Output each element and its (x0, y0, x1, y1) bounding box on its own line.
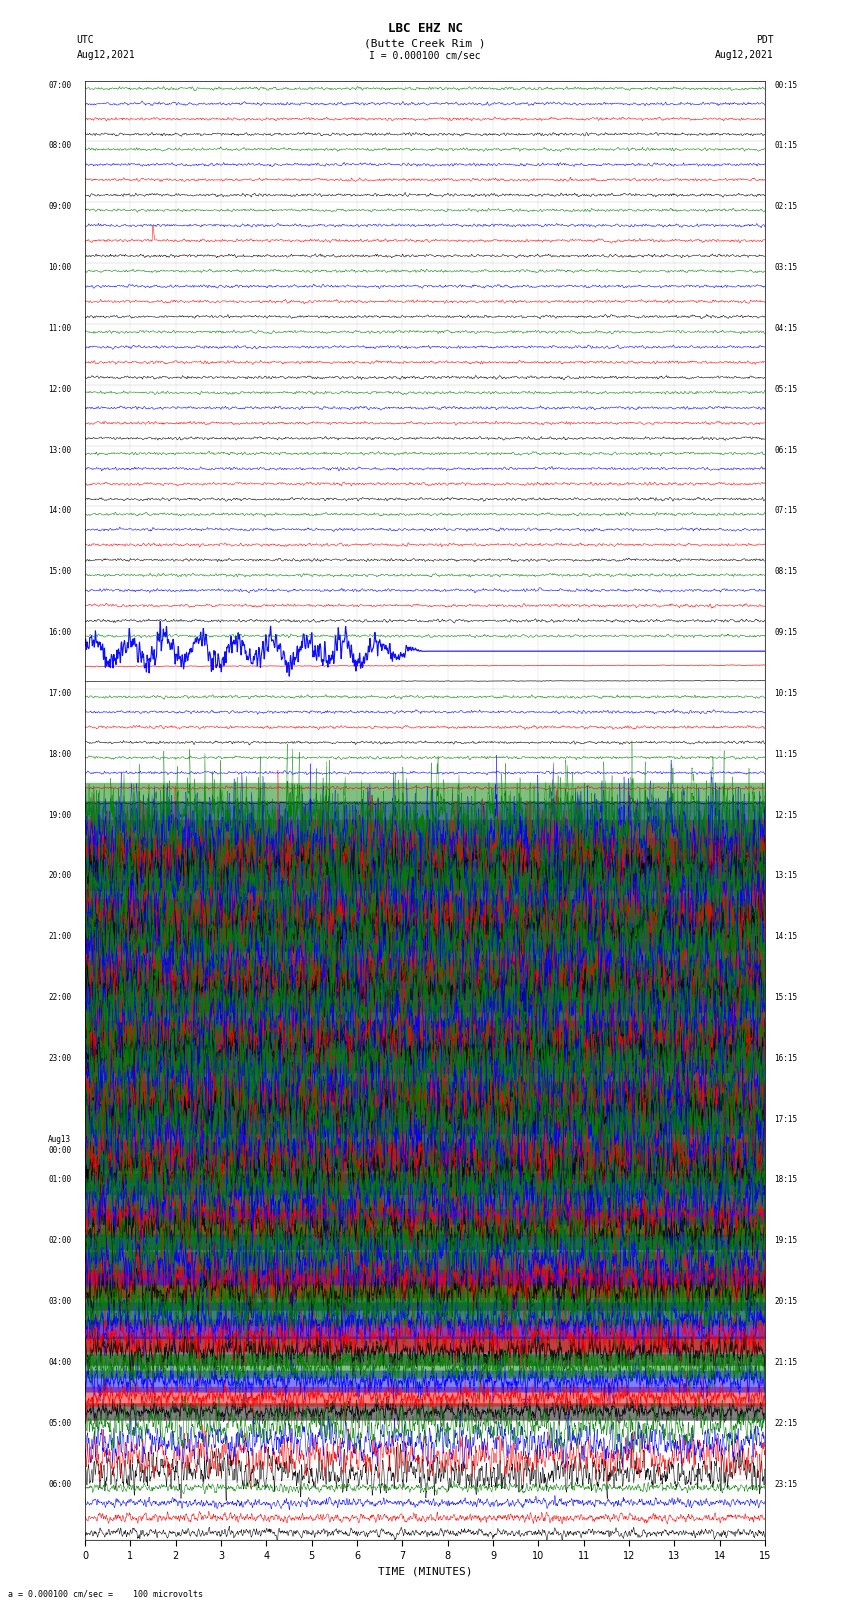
Text: 11:15: 11:15 (774, 750, 797, 758)
Text: 13:00: 13:00 (48, 445, 71, 455)
Text: (Butte Creek Rim ): (Butte Creek Rim ) (365, 39, 485, 48)
Text: 13:15: 13:15 (774, 871, 797, 881)
Text: 02:00: 02:00 (48, 1236, 71, 1245)
Text: 04:00: 04:00 (48, 1358, 71, 1366)
Text: 07:00: 07:00 (48, 81, 71, 90)
Text: 21:15: 21:15 (774, 1358, 797, 1366)
Text: 19:00: 19:00 (48, 810, 71, 819)
Text: 12:00: 12:00 (48, 386, 71, 394)
Text: 09:15: 09:15 (774, 627, 797, 637)
Text: 04:15: 04:15 (774, 324, 797, 332)
Text: 18:00: 18:00 (48, 750, 71, 758)
Text: 14:00: 14:00 (48, 506, 71, 516)
Text: 20:00: 20:00 (48, 871, 71, 881)
Text: 06:15: 06:15 (774, 445, 797, 455)
Text: Aug13
00:00: Aug13 00:00 (48, 1136, 71, 1155)
Text: 19:15: 19:15 (774, 1236, 797, 1245)
Text: LBC EHZ NC: LBC EHZ NC (388, 23, 462, 35)
Text: 18:15: 18:15 (774, 1176, 797, 1184)
Text: 23:00: 23:00 (48, 1053, 71, 1063)
Text: 07:15: 07:15 (774, 506, 797, 516)
Text: Aug12,2021: Aug12,2021 (76, 50, 135, 60)
Text: 21:00: 21:00 (48, 932, 71, 940)
Text: 17:00: 17:00 (48, 689, 71, 698)
Text: a = 0.000100 cm/sec =    100 microvolts: a = 0.000100 cm/sec = 100 microvolts (8, 1589, 203, 1598)
Text: 16:15: 16:15 (774, 1053, 797, 1063)
Text: 03:15: 03:15 (774, 263, 797, 273)
Text: 15:00: 15:00 (48, 568, 71, 576)
Text: Aug12,2021: Aug12,2021 (715, 50, 774, 60)
Text: 14:15: 14:15 (774, 932, 797, 940)
Text: 00:15: 00:15 (774, 81, 797, 90)
Text: 08:15: 08:15 (774, 568, 797, 576)
Text: 20:15: 20:15 (774, 1297, 797, 1307)
Text: 06:00: 06:00 (48, 1479, 71, 1489)
Text: 16:00: 16:00 (48, 627, 71, 637)
Text: 08:00: 08:00 (48, 142, 71, 150)
Text: 23:15: 23:15 (774, 1479, 797, 1489)
Text: 17:15: 17:15 (774, 1115, 797, 1124)
Text: 01:00: 01:00 (48, 1176, 71, 1184)
Text: PDT: PDT (756, 35, 774, 45)
Text: 22:00: 22:00 (48, 994, 71, 1002)
Text: 10:00: 10:00 (48, 263, 71, 273)
Text: 02:15: 02:15 (774, 202, 797, 211)
Text: UTC: UTC (76, 35, 94, 45)
Text: 09:00: 09:00 (48, 202, 71, 211)
Text: 05:15: 05:15 (774, 386, 797, 394)
Text: 11:00: 11:00 (48, 324, 71, 332)
X-axis label: TIME (MINUTES): TIME (MINUTES) (377, 1566, 473, 1576)
Text: 05:00: 05:00 (48, 1419, 71, 1428)
Text: 22:15: 22:15 (774, 1419, 797, 1428)
Text: 12:15: 12:15 (774, 810, 797, 819)
Text: I = 0.000100 cm/sec: I = 0.000100 cm/sec (369, 52, 481, 61)
Text: 03:00: 03:00 (48, 1297, 71, 1307)
Text: 01:15: 01:15 (774, 142, 797, 150)
Text: 15:15: 15:15 (774, 994, 797, 1002)
Text: 10:15: 10:15 (774, 689, 797, 698)
